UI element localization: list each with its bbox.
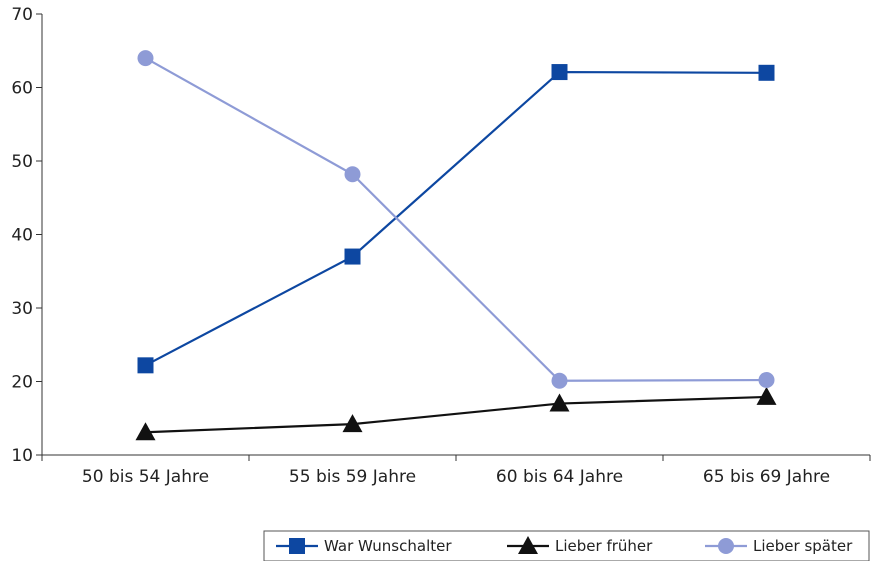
data-point-circle (551, 372, 568, 389)
series-triangle (135, 386, 777, 441)
series-line (145, 395, 767, 434)
data-point-square (758, 64, 775, 81)
y-tick-label: 70 (11, 5, 33, 25)
y-tick-label: 10 (11, 446, 33, 466)
legend-label: Lieber später (753, 537, 853, 555)
legend-entry: Lieber früher (507, 536, 653, 555)
legend-label: Lieber früher (555, 537, 653, 555)
data-point-circle (758, 372, 775, 389)
data-point-triangle (549, 393, 570, 412)
legend-marker-circle (718, 538, 734, 554)
y-tick-label: 50 (11, 152, 33, 172)
data-point-square (137, 357, 154, 374)
data-point-circle (137, 50, 154, 67)
axes: 10 20 30 40 50 60 70 50 bis 54 Jahre 55 bis 59 J… (11, 5, 871, 487)
data-point-triangle (135, 422, 156, 441)
y-tick-label: 20 (11, 373, 33, 393)
series-layer (135, 50, 777, 441)
series-line (144, 57, 767, 382)
legend-label: War Wunschalter (324, 537, 452, 555)
legend: War Wunschalter Lieber früher Lieber späte… (263, 530, 870, 561)
x-tick-label: 60 bis 64 Jahre (496, 467, 623, 487)
series-line (144, 70, 767, 367)
data-point-circle (344, 166, 361, 183)
legend-entry: War Wunschalter (276, 537, 452, 555)
x-tick-label: 55 bis 59 Jahre (289, 467, 416, 487)
data-point-triangle (756, 386, 777, 405)
legend-marker-square (289, 538, 305, 554)
series-circle (137, 50, 775, 389)
data-point-square (551, 64, 568, 81)
data-point-square (344, 248, 361, 265)
y-tick-label: 30 (11, 299, 33, 319)
y-tick-label: 60 (11, 79, 33, 99)
data-point-triangle (342, 414, 363, 433)
series-square (137, 64, 775, 374)
y-tick-label: 40 (11, 226, 33, 246)
x-tick-label: 65 bis 69 Jahre (703, 467, 830, 487)
legend-entry: Lieber später (705, 537, 853, 555)
legend-marker-triangle (518, 536, 538, 554)
legend-box (263, 530, 870, 561)
x-tick-label: 50 bis 54 Jahre (82, 467, 209, 487)
